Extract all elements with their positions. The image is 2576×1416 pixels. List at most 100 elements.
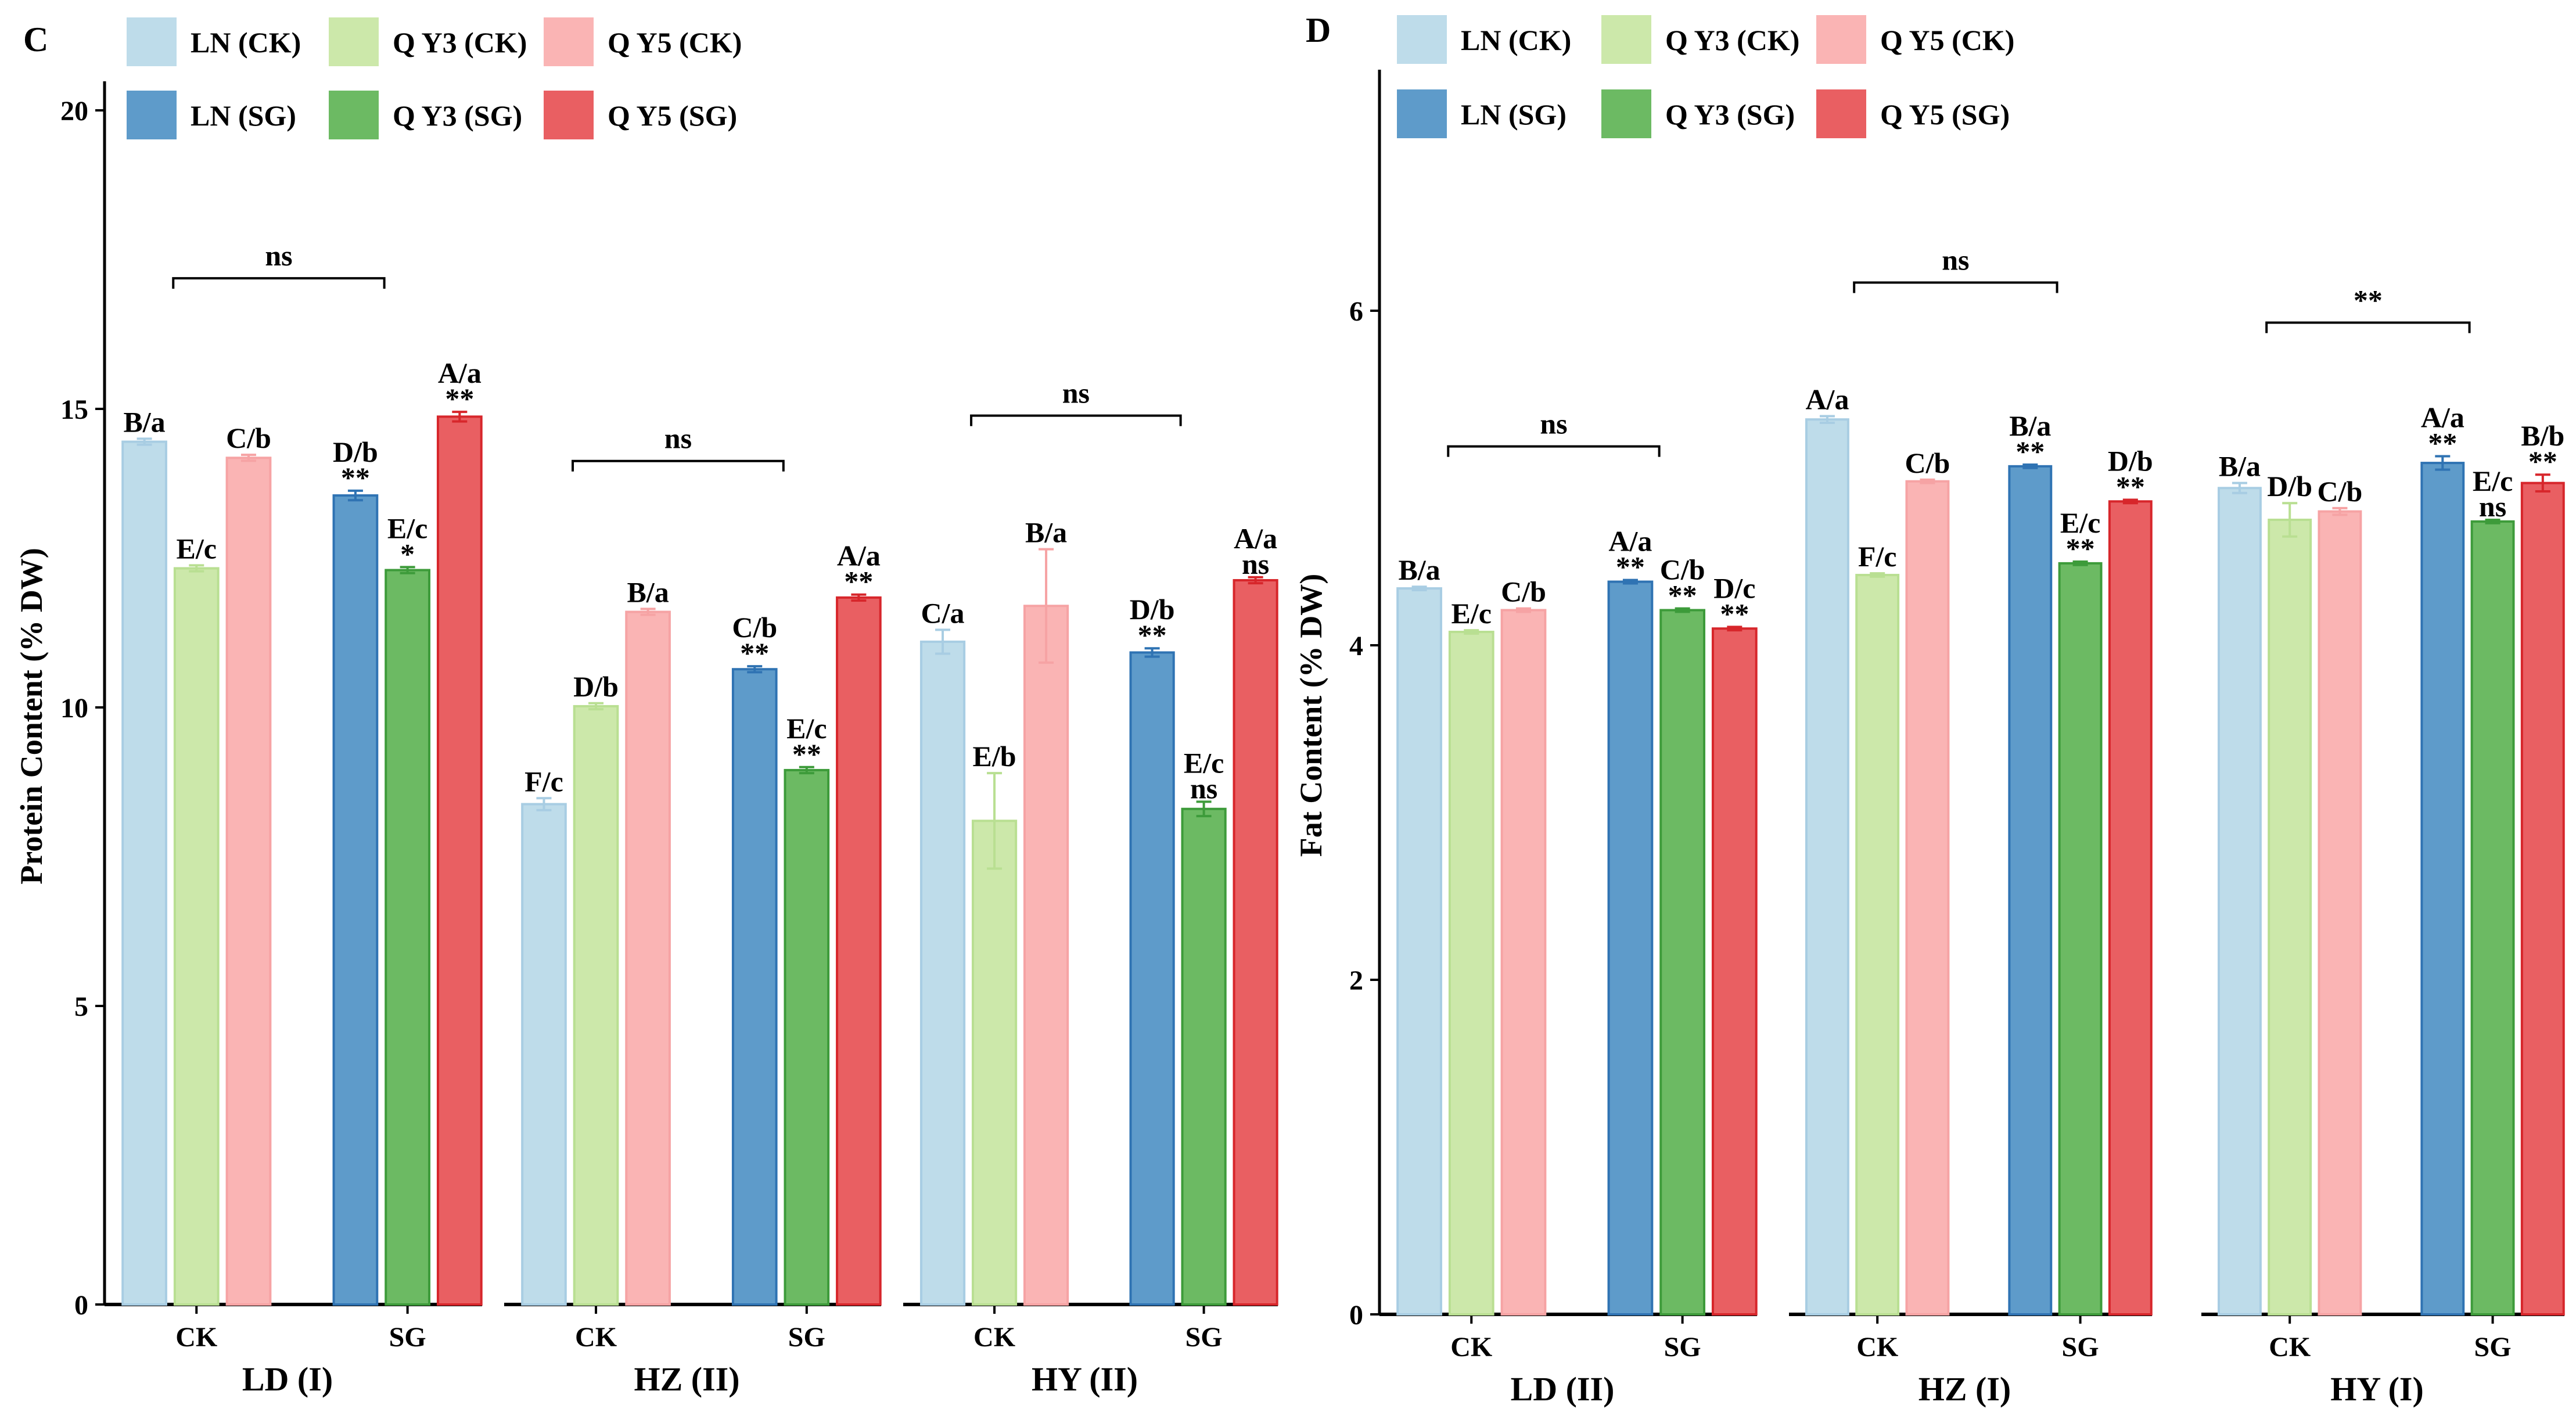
x-tick-label: SG [2062,1332,2099,1363]
legend-label: Q Y5 (SG) [608,99,737,132]
significance-label: ** [1138,619,1167,651]
group-letter-label: C/b [1660,554,1705,586]
bar [1448,630,1494,1316]
bar [731,668,778,1306]
bar [971,820,1018,1306]
legend-swatch [1397,15,1447,64]
y-axis-label: Fat Content (% DW) [1294,574,1328,857]
y-axis-label: Protein Content (% DW) [14,548,49,884]
group-letter-label: D/c [1713,572,1755,604]
group-letter-label: A/a [1608,525,1652,558]
legend-swatch [544,91,594,139]
group-letter-label: A/a [1805,383,1849,415]
bar [2470,520,2515,1316]
group-letter-label: F/c [524,765,563,797]
legend-label: LN (SG) [1461,98,1567,131]
comparison-bracket [572,459,785,472]
bracket-label: ** [2354,284,2383,317]
group-letter-label: E/c [387,512,427,544]
bar [1855,574,1900,1316]
bar [573,705,619,1306]
bar [1396,587,1442,1316]
y-tick-label: 15 [60,394,88,425]
bracket-label: ns [1942,243,1969,276]
legend-label: Q Y3 (CK) [393,26,527,59]
group-letter-label: E/c [177,532,217,565]
facet-label: HZ (II) [634,1360,739,1398]
facet-label: LD (II) [1511,1370,1615,1408]
group-letter-label: B/a [123,405,165,438]
facet-label: LD (I) [242,1360,333,1398]
panel-label: D [1306,11,1331,49]
bracket-label: ns [265,239,292,272]
legend-label: LN (SG) [191,99,296,132]
significance-label: ** [1616,551,1645,583]
group-letter-label: B/a [2009,409,2051,442]
significance-label: ns [2479,490,2506,523]
group-letter-label: E/b [973,740,1016,772]
x-tick-label: SG [1185,1322,1223,1353]
group-letter-label: A/a [438,357,482,389]
bar [1711,627,1758,1316]
group-letter-label: A/a [2421,401,2464,434]
bar [2268,519,2312,1316]
bar [625,610,671,1306]
group-letter-label: C/a [921,596,965,629]
bar [225,457,272,1306]
group-letter-label: D/b [333,436,378,468]
comparison-bracket [1853,281,2058,293]
comparison-bracket [1447,445,1661,457]
x-tick-label: CK [2269,1332,2311,1363]
group-letter-label: E/c [2473,465,2513,497]
bar [1607,580,1654,1316]
group-letter-label: E/c [1184,746,1224,779]
bar [1233,579,1278,1306]
y-tick-label: 0 [1349,1300,1363,1331]
bar [173,567,220,1306]
significance-label: ** [445,382,474,415]
x-tick-label: CK [1856,1332,1898,1363]
significance-label: ** [2428,427,2457,459]
bar [2108,500,2153,1316]
bar [1129,651,1175,1306]
x-tick-label: SG [389,1322,426,1353]
legend-label: Q Y5 (SG) [1880,98,2010,131]
legend-swatch [329,91,379,139]
group-letter-label: C/b [226,422,271,454]
legend-swatch [127,17,177,66]
bar [1805,418,1849,1316]
bar [1181,807,1227,1306]
legend-label: Q Y3 (SG) [393,99,522,132]
legend-swatch [1816,89,1866,138]
y-tick-label: 5 [74,991,88,1022]
significance-label: ** [2528,445,2557,477]
y-tick-label: 2 [1349,965,1363,996]
bracket-label: ns [1540,408,1567,440]
bar [2520,481,2565,1316]
significance-label: ns [1190,772,1217,804]
group-letter-label: C/b [732,611,777,644]
group-letter-label: A/a [837,540,881,572]
group-letter-label: D/b [2108,444,2153,477]
group-letter-label: F/c [1858,540,1897,573]
significance-label: ** [792,738,821,770]
bar [836,596,882,1306]
bar [784,768,830,1306]
comparison-bracket [970,414,1182,426]
facet-label: HY (I) [2330,1370,2424,1408]
bar [385,569,430,1306]
comparison-bracket [172,277,386,289]
x-tick-label: CK [175,1322,217,1353]
legend-swatch [1816,15,1866,64]
legend-swatch [1601,15,1651,64]
x-tick-label: CK [1450,1332,1492,1363]
y-tick-label: 20 [60,96,88,127]
significance-label: ** [2116,470,2145,502]
bar [1500,609,1547,1316]
bar [1659,609,1705,1316]
facet-label: HZ (I) [1918,1370,2011,1408]
x-tick-label: SG [1664,1332,1701,1363]
legend-label: Q Y5 (CK) [1880,24,2014,56]
group-letter-label: B/a [1398,554,1440,586]
bar [521,803,567,1306]
